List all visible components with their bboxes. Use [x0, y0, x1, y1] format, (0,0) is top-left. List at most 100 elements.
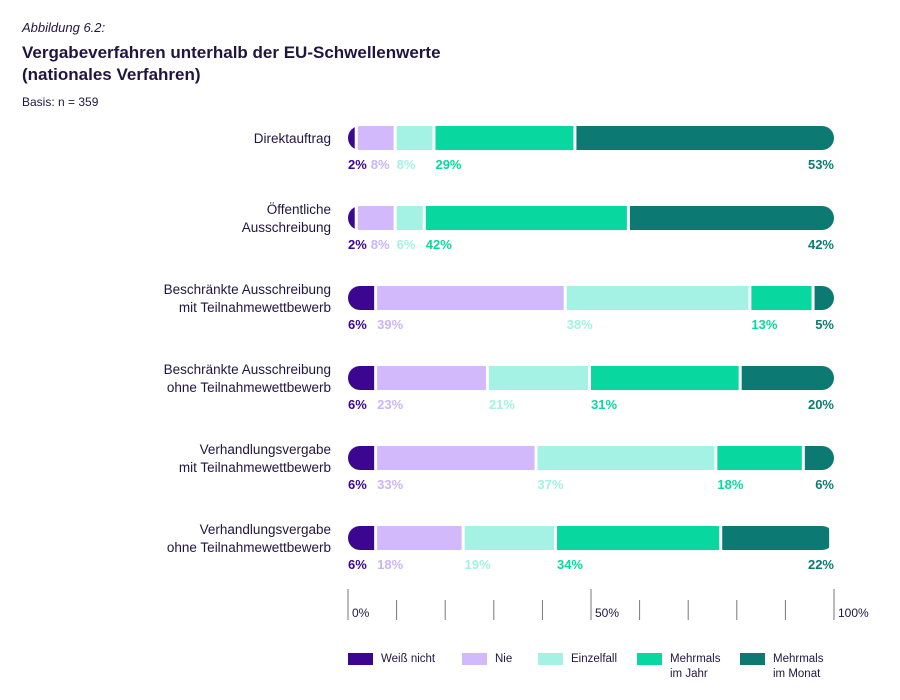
legend-label: Mehrmals — [670, 653, 721, 665]
data-label: 21% — [489, 397, 515, 412]
bar-segment — [377, 366, 486, 390]
category-label: Verhandlungsvergabe — [200, 522, 331, 537]
legend-item: Nie — [462, 653, 512, 665]
basis-note: Basis: n = 359 — [22, 95, 99, 109]
data-label: 2% — [348, 237, 367, 252]
data-label: 6% — [348, 557, 367, 572]
legend-swatch — [538, 653, 563, 665]
bar-segment — [396, 206, 423, 230]
bar-segment — [348, 206, 355, 230]
legend-item: Mehrmals im Jahr — [637, 653, 721, 680]
data-label: 6% — [348, 317, 367, 332]
bar-segment — [348, 526, 375, 550]
data-label: 8% — [371, 237, 390, 252]
bar-row: Beschränkte Ausschreibung ohne Teilnahmew… — [164, 362, 835, 412]
data-label: 20% — [808, 397, 834, 412]
legend-swatch — [462, 653, 487, 665]
bar-row: Beschränkte Ausschreibung mit Teilnahmewe… — [164, 282, 835, 332]
category-label: Direktauftrag — [254, 131, 331, 146]
chart-title: Vergabeverfahren unterhalb der EU-Schwel… — [22, 42, 441, 86]
x-tick-label: 50% — [595, 606, 619, 620]
bar-segment — [722, 526, 830, 550]
bar-segment — [629, 206, 834, 230]
data-label: 34% — [557, 557, 583, 572]
data-label: 31% — [591, 397, 617, 412]
category-label: ohne Teilnahmewettbewerb — [167, 380, 331, 395]
bar-row: Verhandlungsvergabe ohne Teilnahmewettbew… — [167, 522, 835, 572]
bar-segment — [357, 126, 394, 150]
category-label: Beschränkte Ausschreibung — [164, 362, 331, 377]
data-label: 6% — [397, 237, 416, 252]
bar-segment — [751, 286, 812, 310]
data-label: 42% — [808, 237, 834, 252]
data-label: 39% — [377, 317, 403, 332]
bar-segment — [348, 366, 375, 390]
category-label: Verhandlungsvergabe — [200, 442, 331, 457]
bar-segment — [377, 446, 535, 470]
x-tick-label: 100% — [838, 606, 869, 620]
bar-row: Öffentliche Ausschreibung 2% 8% 6% 42% 42% — [242, 202, 835, 252]
bar-segment — [741, 366, 834, 390]
bar-segment — [377, 526, 462, 550]
legend-item: Einzelfall — [538, 653, 617, 665]
bar-segment — [377, 286, 564, 310]
bar-segment — [537, 446, 715, 470]
legend-label: Mehrmals — [773, 653, 824, 665]
data-label: 6% — [348, 477, 367, 492]
figure-label: Abbildung 6.2: — [22, 20, 106, 35]
data-label: 42% — [426, 237, 452, 252]
data-label: 37% — [538, 477, 564, 492]
legend-label: Weiß nicht — [381, 653, 436, 665]
data-label: 23% — [377, 397, 403, 412]
legend-label: Nie — [495, 653, 512, 665]
bar-segment — [717, 446, 802, 470]
legend-swatch — [348, 653, 373, 665]
legend-label: im Monat — [773, 668, 821, 680]
bar-segment — [357, 206, 394, 230]
title-line-2: (nationales Verfahren) — [22, 65, 201, 84]
data-label: 18% — [717, 477, 743, 492]
data-label: 8% — [397, 157, 416, 172]
bar-segment — [435, 126, 574, 150]
bar-row: Direktauftrag 2% 8% 8% 29% 53% — [254, 126, 834, 172]
data-label: 29% — [435, 157, 461, 172]
data-label: 13% — [751, 317, 777, 332]
bar-segment — [556, 526, 720, 550]
data-label: 5% — [815, 317, 834, 332]
bar-segment — [488, 366, 588, 390]
data-label: 6% — [815, 477, 834, 492]
legend-label: Einzelfall — [571, 653, 617, 665]
bar-segment — [396, 126, 433, 150]
data-label: 2% — [348, 157, 367, 172]
bar-segment — [464, 526, 554, 550]
data-label: 18% — [377, 557, 403, 572]
title-line-1: Vergabeverfahren unterhalb der EU-Schwel… — [22, 43, 441, 62]
category-label: mit Teilnahmewettbewerb — [179, 460, 331, 475]
bar-segment — [348, 446, 375, 470]
data-label: 8% — [371, 157, 390, 172]
bar-segment — [348, 126, 355, 150]
category-label: Ausschreibung — [242, 220, 331, 235]
bar-row: Verhandlungsvergabe mit Teilnahmewettbewe… — [179, 442, 835, 492]
data-label: 53% — [808, 157, 834, 172]
category-label: Öffentliche — [267, 202, 331, 217]
legend-swatch — [637, 653, 662, 665]
legend-item: Mehrmals im Monat — [740, 653, 824, 680]
legend-item: Weiß nicht — [348, 653, 436, 665]
data-label: 38% — [567, 317, 593, 332]
data-label: 33% — [377, 477, 403, 492]
category-label: Beschränkte Ausschreibung — [164, 282, 331, 297]
data-label: 22% — [808, 557, 834, 572]
x-tick-label: 0% — [352, 606, 370, 620]
data-label: 6% — [348, 397, 367, 412]
bar-segment — [804, 446, 834, 470]
bar-segment — [814, 286, 834, 310]
bar-segment — [591, 366, 739, 390]
legend-label: im Jahr — [670, 668, 708, 680]
bar-segment — [348, 286, 375, 310]
legend-swatch — [740, 653, 765, 665]
category-label: mit Teilnahmewettbewerb — [179, 300, 331, 315]
category-label: ohne Teilnahmewettbewerb — [167, 540, 331, 555]
